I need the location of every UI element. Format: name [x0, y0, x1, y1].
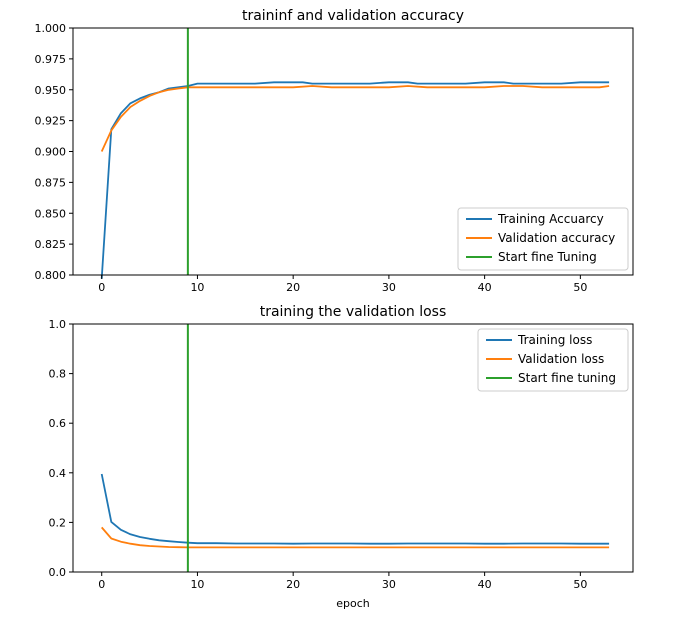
legend-box: [477, 328, 629, 392]
legend-entry-label: Start fine tuning: [518, 371, 616, 385]
y-tick-label: 0.800: [35, 269, 67, 282]
x-tick-label: 0: [98, 578, 105, 591]
x-tick-label: 50: [573, 281, 587, 294]
legend-entry-label: Training loss: [517, 333, 592, 347]
y-tick-label: 1.0: [49, 318, 67, 331]
chart-title: traininf and validation accuracy: [242, 8, 464, 24]
y-tick-label: 0.4: [49, 467, 67, 480]
y-tick-label: 0.950: [35, 84, 67, 97]
legend-entry-label: Validation accuracy: [498, 231, 615, 245]
x-tick-label: 30: [382, 281, 396, 294]
x-tick-label: 10: [190, 281, 204, 294]
plot-frame: [72, 323, 634, 573]
x-tick-label: 40: [478, 578, 492, 591]
x-tick-label: 0: [98, 281, 105, 294]
y-tick-label: 0.0: [49, 566, 67, 579]
legend: Training Accuarcy Validation accuracy Star…: [457, 207, 629, 271]
series-line-validation: [100, 85, 610, 152]
y-tick-label: 0.975: [35, 53, 67, 66]
legend-entry-label: Training Accuarcy: [497, 212, 604, 226]
legend-entry-label: Start fine Tuning: [498, 250, 597, 264]
chart-title: training the validation loss: [260, 304, 447, 320]
chart-panel-1: traininf and validation accuracy 0 10 20 30 4…: [35, 8, 634, 294]
x-axis-label: epoch: [336, 597, 370, 610]
y-tick-label: 0.900: [35, 146, 67, 159]
y-tick-label: 1.000: [35, 22, 67, 35]
x-tick-label: 30: [382, 578, 396, 591]
x-tick-label: 20: [286, 281, 300, 294]
y-tick-label: 0.875: [35, 176, 67, 189]
y-tick-label: 0.6: [49, 417, 67, 430]
legend: Training loss Validation loss Start fine t…: [477, 328, 629, 392]
y-tick-label: 0.8: [49, 368, 67, 381]
series-line-validation: [101, 526, 610, 549]
y-tick-label: 0.925: [35, 115, 67, 128]
y-tick-label: 0.850: [35, 207, 67, 220]
x-tick-label: 40: [478, 281, 492, 294]
y-tick-label: 0.825: [35, 238, 67, 251]
x-tick-label: 50: [573, 578, 587, 591]
x-tick-label: 20: [286, 578, 300, 591]
legend-entry-label: Validation loss: [518, 352, 604, 366]
chart-panel-2: training the validation loss 0 10 20 30 40 50 0…: [49, 304, 634, 610]
series-line-training: [100, 473, 610, 545]
legend-box: [457, 207, 629, 271]
y-tick-label: 0.2: [49, 516, 67, 529]
x-tick-label: 10: [190, 578, 204, 591]
